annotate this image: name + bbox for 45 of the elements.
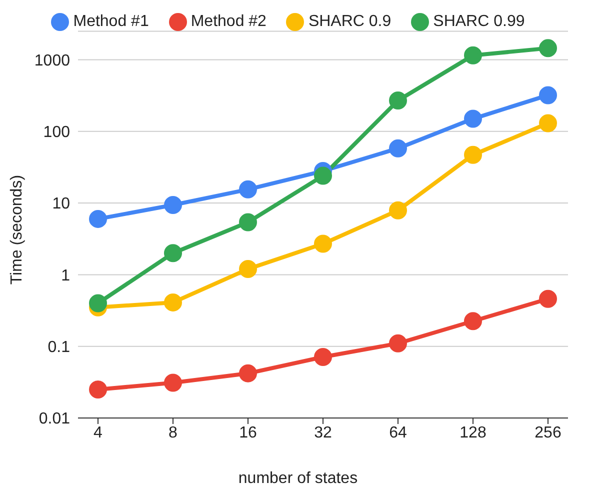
- y-axis-title: Time (seconds): [8, 174, 26, 285]
- point: [89, 380, 107, 398]
- point: [164, 293, 182, 312]
- point: [389, 139, 407, 158]
- point: [464, 46, 482, 64]
- y-tick-label: 1: [61, 267, 70, 284]
- point: [464, 110, 482, 128]
- x-tick-label: 4: [94, 424, 103, 442]
- y-tick-label: 10: [52, 196, 70, 213]
- legend-label: Method #2: [190, 13, 266, 30]
- x-tick-label: 128: [460, 424, 486, 442]
- point: [239, 260, 257, 278]
- point: [89, 294, 107, 312]
- x-axis-title: number of states: [237, 470, 359, 488]
- x-tick-label: 64: [389, 424, 407, 442]
- point: [539, 39, 557, 58]
- point: [389, 201, 407, 220]
- point: [539, 86, 557, 104]
- point: [464, 146, 482, 164]
- legend-label: Method #1: [73, 13, 149, 30]
- point: [464, 312, 482, 330]
- point: [239, 213, 257, 232]
- point: [239, 364, 257, 382]
- point: [239, 180, 257, 198]
- y-tick-label: 1000: [34, 52, 70, 70]
- point: [164, 196, 182, 214]
- x-tick-label: 16: [239, 424, 257, 442]
- point: [314, 348, 332, 366]
- point: [539, 114, 557, 132]
- point: [89, 210, 107, 228]
- legend-label: SHARC 0.99: [433, 13, 525, 30]
- x-tick-label: 256: [534, 424, 562, 442]
- legend-label: SHARC 0.9: [308, 13, 392, 30]
- x-tick-label: 8: [168, 424, 178, 442]
- point: [314, 166, 332, 185]
- y-tick-label: 0.01: [38, 410, 70, 428]
- point: [539, 290, 557, 308]
- point: [164, 374, 182, 392]
- point: [164, 244, 182, 262]
- x-tick-label: 32: [314, 424, 332, 442]
- point: [389, 334, 407, 352]
- y-tick-label: 0.1: [48, 339, 70, 356]
- point: [389, 91, 407, 110]
- point: [314, 234, 332, 253]
- y-tick-label: 100: [43, 124, 70, 142]
